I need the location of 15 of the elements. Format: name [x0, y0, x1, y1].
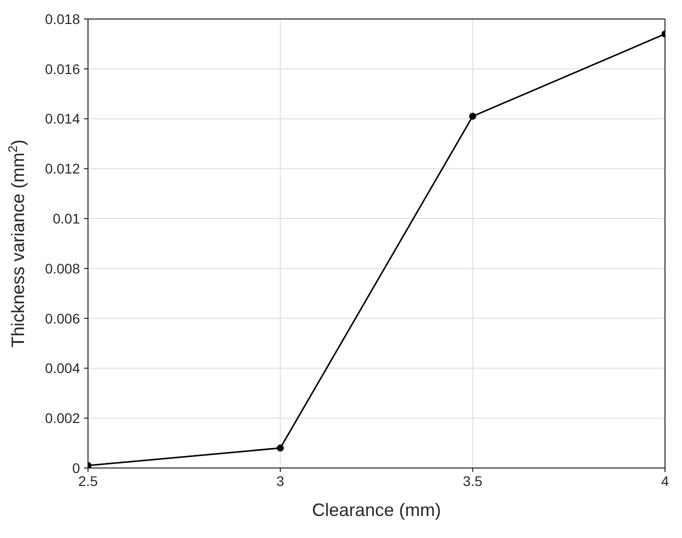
x-tick-label: 2.5 — [78, 472, 98, 489]
y-tick-label: 0.018 — [44, 10, 80, 27]
y-tick-label: 0.002 — [44, 410, 80, 426]
y-tick-label: 0.006 — [44, 310, 80, 326]
y-tick-label: 0.012 — [44, 160, 80, 177]
y-tick-label: 0.016 — [44, 60, 80, 77]
y-tick-label: 0.008 — [44, 260, 80, 276]
y-tick-label: 0.004 — [44, 360, 80, 376]
x-tick-label: 3.5 — [462, 472, 483, 489]
y-tick-label: 0.014 — [44, 110, 80, 127]
y-tick-label: 0 — [72, 460, 80, 476]
x-tick-label: 3 — [276, 472, 284, 489]
y-tick-label: 0.01 — [52, 210, 80, 227]
x-tick-label: 4 — [661, 472, 670, 489]
x-axis-title: Clearance (mm) — [312, 500, 442, 520]
